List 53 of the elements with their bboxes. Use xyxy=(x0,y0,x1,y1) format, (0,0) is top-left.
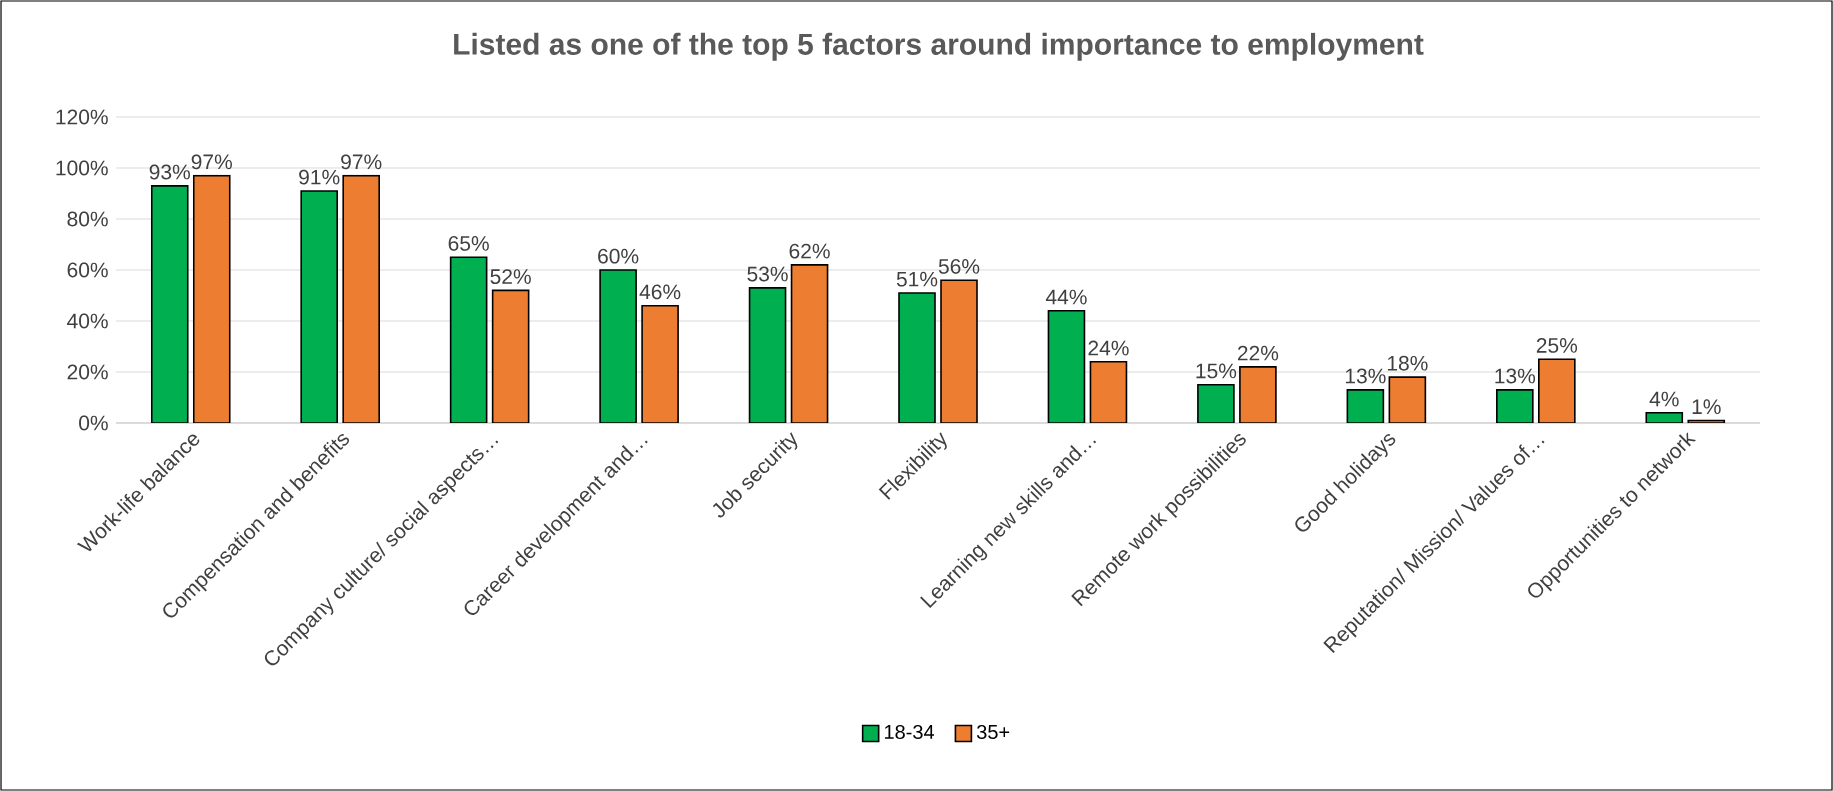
bar xyxy=(641,304,679,423)
bar xyxy=(599,269,637,423)
data-label: 25% xyxy=(1536,337,1578,353)
data-label: 56% xyxy=(938,258,980,274)
bar xyxy=(150,185,189,423)
data-label: 22% xyxy=(1237,345,1279,361)
bar xyxy=(1496,389,1534,423)
bar xyxy=(300,190,338,423)
bar xyxy=(1197,383,1235,423)
data-label: 97% xyxy=(341,154,382,170)
y-tick-label: 100% xyxy=(56,160,108,176)
bar xyxy=(1538,358,1576,423)
data-label: 52% xyxy=(490,269,531,285)
bar xyxy=(1388,376,1427,423)
legend-label: 18-34 xyxy=(885,724,935,740)
y-tick-label: 60% xyxy=(67,262,108,278)
data-label: 62% xyxy=(789,243,830,259)
y-tick-label: 40% xyxy=(67,313,108,329)
chart-title: Listed as one of the top 5 factors around importance to employment xyxy=(454,32,1424,61)
data-label: 24% xyxy=(1088,340,1129,356)
bar xyxy=(342,174,380,423)
y-tick-label: 80% xyxy=(67,211,108,227)
data-label: 18% xyxy=(1387,355,1428,371)
y-tick-label: 0% xyxy=(79,415,108,431)
data-label: 1% xyxy=(1692,399,1721,415)
bar xyxy=(940,279,978,423)
bar xyxy=(1089,360,1128,423)
bar xyxy=(748,287,787,423)
bar xyxy=(898,292,936,423)
bar xyxy=(1346,389,1385,423)
y-tick-label: 20% xyxy=(67,364,108,380)
legend-label: 35+ xyxy=(976,724,1010,740)
data-label: 93% xyxy=(149,164,190,180)
data-label: 13% xyxy=(1345,368,1386,384)
bar xyxy=(1239,366,1277,423)
bar xyxy=(192,174,231,423)
data-label: 46% xyxy=(639,284,681,300)
bar xyxy=(491,289,530,423)
data-label: 91% xyxy=(299,169,340,185)
bar xyxy=(449,256,488,423)
data-label: 51% xyxy=(896,271,938,287)
data-label: 65% xyxy=(448,235,489,251)
bar xyxy=(790,264,829,423)
data-label: 60% xyxy=(598,248,639,264)
y-tick-label: 120% xyxy=(56,109,108,125)
data-label: 97% xyxy=(191,154,232,170)
data-label: 15% xyxy=(1196,363,1237,379)
data-label: 13% xyxy=(1495,368,1536,384)
data-label: 44% xyxy=(1045,289,1087,305)
data-label: 4% xyxy=(1649,391,1679,407)
data-label: 53% xyxy=(747,266,788,282)
bar xyxy=(1645,411,1684,423)
bar xyxy=(1047,309,1086,423)
